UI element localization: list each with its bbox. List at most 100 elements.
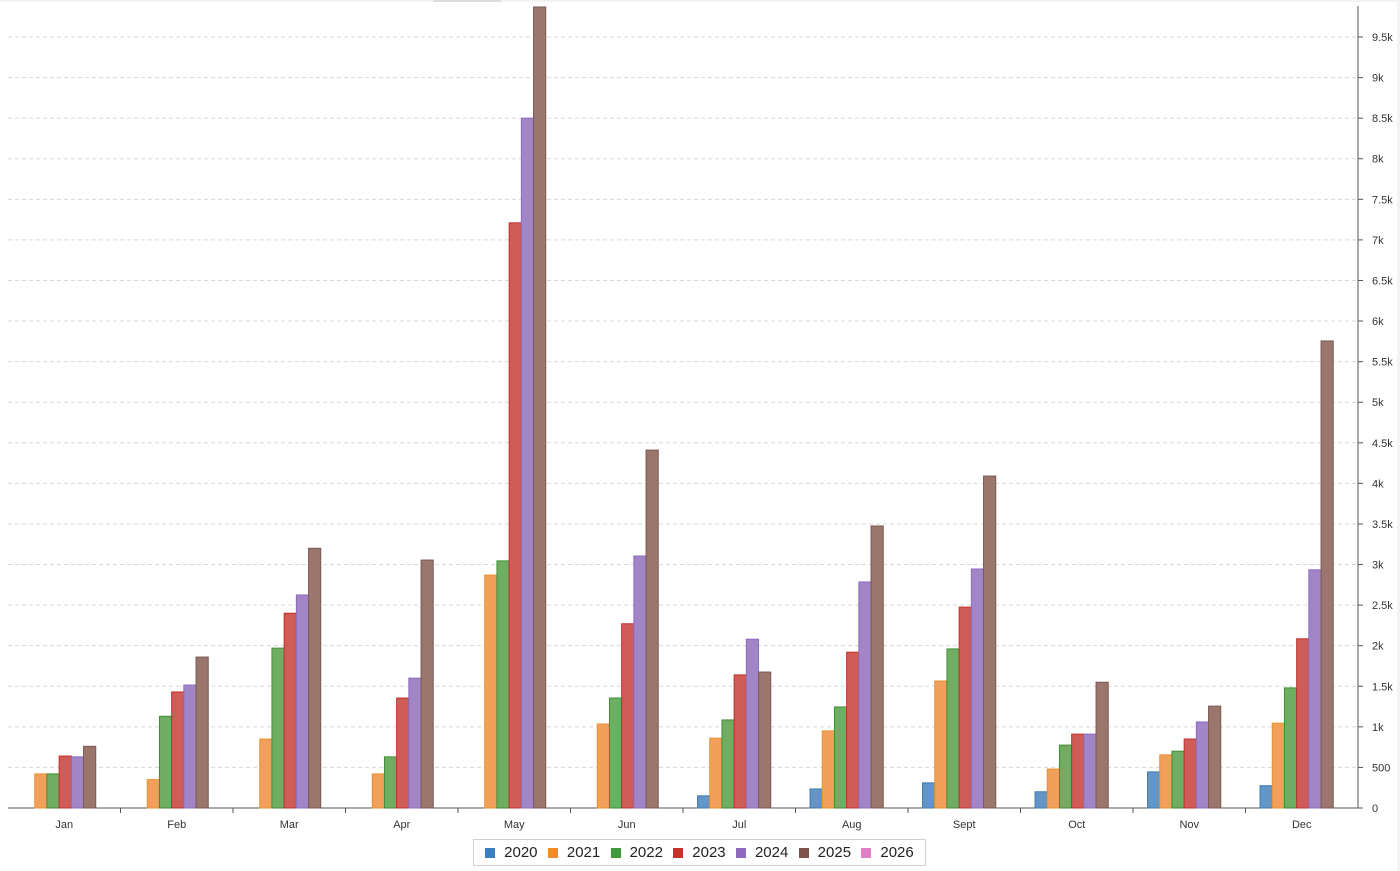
bar-2022-jul[interactable] — [721, 719, 735, 809]
bar-2021-oct[interactable] — [1046, 768, 1060, 809]
legend-item-2025[interactable]: 2025 — [798, 844, 852, 861]
bar-2025-mar[interactable] — [308, 547, 322, 809]
legend-label: 2022 — [629, 844, 663, 861]
bar-2020-oct[interactable] — [1034, 791, 1048, 809]
bar-2022-dec[interactable] — [1283, 687, 1298, 809]
bar-2022-oct[interactable] — [1058, 744, 1073, 809]
bar-2023-feb[interactable] — [171, 691, 185, 809]
bar-2024-feb[interactable] — [183, 684, 197, 809]
y-tick-label: 3.5k — [1372, 519, 1393, 531]
bar-2024-oct[interactable] — [1083, 733, 1097, 809]
bar-2024-jun[interactable] — [633, 555, 647, 809]
y-tick-label: 1k — [1372, 722, 1384, 734]
bar-2022-may[interactable] — [496, 560, 510, 809]
bar-2024-aug[interactable] — [858, 581, 872, 809]
legend-item-2023[interactable]: 2023 — [673, 844, 726, 861]
bar-2022-nov[interactable] — [1171, 750, 1185, 809]
bar-2025-apr[interactable] — [420, 559, 434, 809]
x-tick-label: May — [504, 819, 525, 831]
bar-2025-may[interactable] — [533, 6, 547, 809]
bar-2023-nov[interactable] — [1183, 738, 1197, 809]
bar-2023-jan[interactable] — [58, 755, 72, 809]
bar-2023-dec[interactable] — [1296, 638, 1310, 809]
y-tick-label: 8k — [1372, 154, 1384, 166]
legend-item-2026[interactable]: 2026 — [861, 844, 914, 861]
bar-2021-mar[interactable] — [259, 738, 273, 809]
bar-2025-oct[interactable] — [1095, 681, 1109, 809]
bar-2020-dec[interactable] — [1259, 785, 1273, 809]
bar-2024-jul[interactable] — [745, 638, 760, 809]
bar-2022-sept[interactable] — [946, 648, 960, 809]
bar-2023-jul[interactable] — [733, 674, 747, 809]
bar-2020-jul[interactable] — [697, 795, 711, 809]
bar-2023-aug[interactable] — [846, 651, 860, 809]
bar-2021-may[interactable] — [484, 574, 498, 809]
bar-2024-may[interactable] — [520, 117, 535, 809]
bar-2025-feb[interactable] — [195, 656, 209, 809]
x-tick-label: Aug — [842, 819, 862, 831]
y-tick-label: 2k — [1372, 641, 1384, 653]
legend-swatch-icon — [485, 847, 496, 858]
x-tick-label: Jun — [618, 819, 636, 831]
x-tick-label: Nov — [1179, 819, 1199, 831]
bar-2020-aug[interactable] — [809, 788, 823, 809]
x-tick-label: Sept — [953, 819, 976, 831]
bar-2024-sept[interactable] — [970, 568, 985, 809]
legend-item-2024[interactable]: 2024 — [735, 844, 789, 861]
y-tick-label: 6k — [1372, 316, 1384, 328]
y-tick-label: 9k — [1372, 73, 1384, 85]
bar-2025-nov[interactable] — [1208, 705, 1222, 809]
bar-2021-sept[interactable] — [934, 680, 948, 809]
bar-2022-mar[interactable] — [271, 647, 285, 809]
bar-2024-nov[interactable] — [1195, 721, 1210, 809]
bar-2024-dec[interactable] — [1308, 569, 1322, 809]
bar-2025-jun[interactable] — [645, 449, 659, 809]
bar-2021-jul[interactable] — [709, 737, 723, 809]
bar-2023-mar[interactable] — [283, 612, 297, 809]
bar-2023-may[interactable] — [508, 222, 522, 809]
legend-label: 2021 — [566, 844, 601, 861]
top-scroll-thumb[interactable] — [433, 0, 501, 2]
bar-2021-dec[interactable] — [1271, 722, 1285, 809]
bar-2023-oct[interactable] — [1071, 733, 1085, 809]
legend-item-2021[interactable]: 2021 — [547, 844, 601, 861]
legend-label: 2025 — [817, 844, 852, 861]
y-tick-label: 5k — [1372, 397, 1384, 409]
bar-2023-apr[interactable] — [396, 697, 410, 809]
bar-2025-aug[interactable] — [870, 525, 884, 809]
bar-2024-jan[interactable] — [70, 756, 85, 809]
bar-2021-jun[interactable] — [596, 723, 610, 809]
bar-2022-jan[interactable] — [46, 773, 60, 809]
bar-2021-apr[interactable] — [371, 773, 385, 809]
bar-2022-feb[interactable] — [158, 715, 173, 809]
legend-swatch-icon — [798, 847, 809, 858]
bar-2023-jun[interactable] — [621, 623, 635, 809]
bar-2024-mar[interactable] — [295, 594, 310, 809]
legend-item-2020[interactable]: 2020 — [485, 844, 538, 861]
bar-2021-jan[interactable] — [34, 773, 48, 809]
y-tick-label: 4.5k — [1372, 438, 1393, 450]
legend-swatch-icon — [861, 847, 872, 858]
bar-2023-sept[interactable] — [958, 606, 972, 809]
legend-item-2022[interactable]: 2022 — [610, 844, 663, 861]
legend-label: 2026 — [880, 844, 914, 861]
bar-2021-aug[interactable] — [821, 730, 835, 809]
bar-2025-jan[interactable] — [83, 745, 97, 809]
x-tick-label: Dec — [1292, 819, 1312, 831]
bar-2025-jul[interactable] — [758, 671, 772, 809]
legend-label: 2024 — [754, 844, 789, 861]
bar-2022-jun[interactable] — [608, 697, 623, 809]
right-edge — [1397, 0, 1400, 871]
legend-swatch-icon — [610, 847, 621, 858]
y-tick-label: 2.5k — [1372, 600, 1393, 612]
bar-2024-apr[interactable] — [408, 677, 422, 809]
bar-2022-apr[interactable] — [383, 756, 398, 809]
bar-2020-nov[interactable] — [1147, 771, 1161, 809]
bar-2025-dec[interactable] — [1320, 340, 1334, 809]
y-tick-label: 1.5k — [1372, 681, 1393, 693]
bar-2025-sept[interactable] — [983, 475, 997, 809]
bar-2022-aug[interactable] — [833, 706, 848, 809]
bar-2021-feb[interactable] — [146, 779, 160, 809]
bar-2020-sept[interactable] — [922, 782, 936, 809]
bar-2021-nov[interactable] — [1159, 754, 1173, 809]
